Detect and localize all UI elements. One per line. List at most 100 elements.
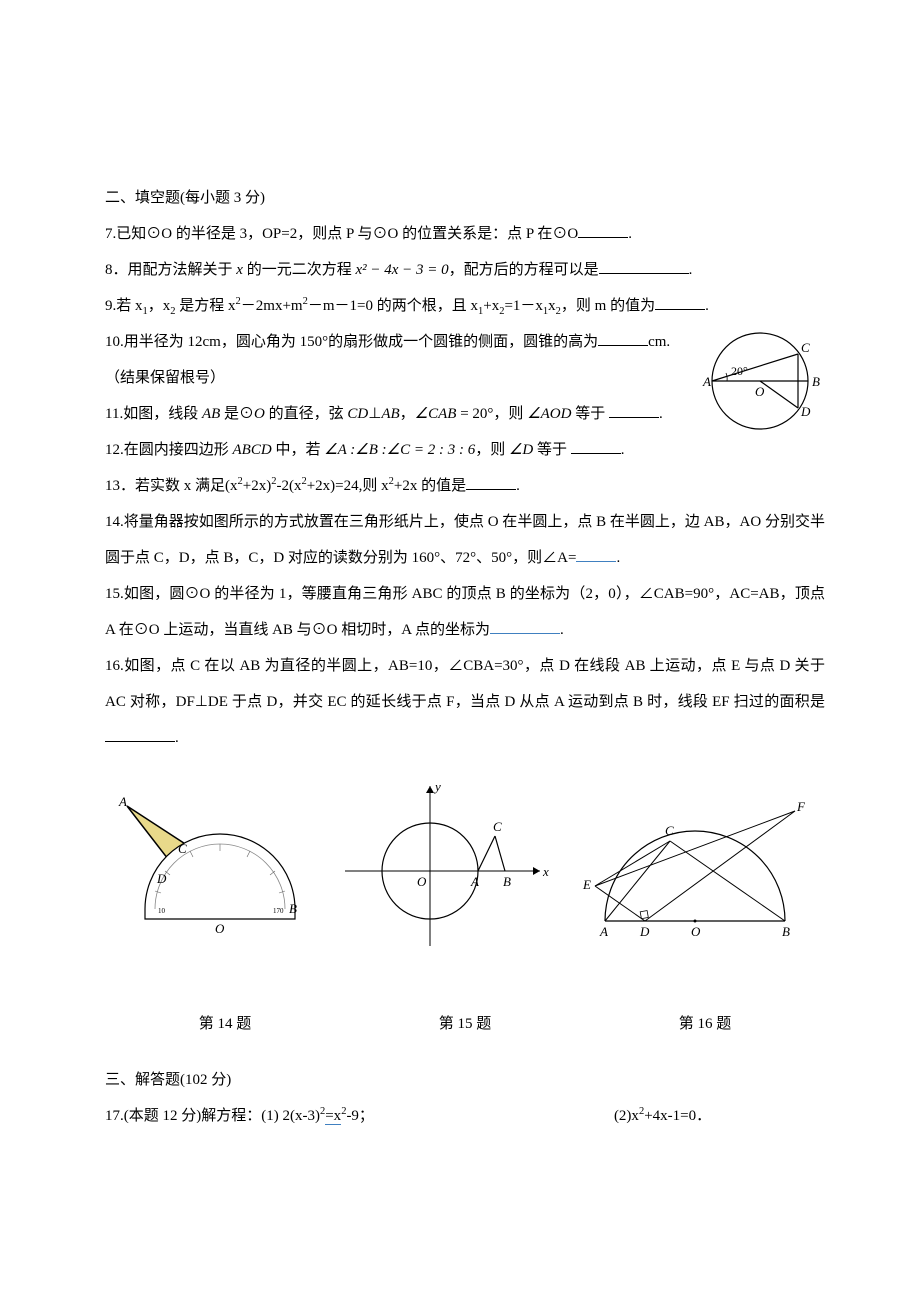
q12-blank: [571, 438, 621, 455]
protractor-figure-icon: 10 170 A B C D O: [105, 791, 315, 941]
q12-a: 12.在圆内接四边形: [105, 442, 233, 458]
question-15: 15.如图，圆⊙O 的半径为 1，等腰直角三角形 ABC 的顶点 B 的坐标为（…: [105, 576, 825, 648]
q12-angd: ∠D: [509, 442, 533, 458]
q9-d: －2mx+m: [241, 298, 303, 314]
f15-B: B: [503, 874, 511, 889]
q11-e: ，则: [493, 406, 527, 422]
question-13: 13．若实数 x 满足(x2+2x)2-2(x2+2x)=24,则 x2+2x …: [105, 468, 825, 504]
q11-o: O: [254, 406, 265, 422]
q7-text-b: .: [628, 226, 632, 242]
f16-D: D: [639, 924, 650, 939]
q17-e: +4x-1=0．: [644, 1108, 711, 1124]
q9-f: +x: [483, 298, 499, 314]
q8-text-d: .: [689, 262, 693, 278]
q10-blank: [598, 330, 648, 347]
q11-ab2: AB: [381, 406, 399, 422]
q9-e: －m－1=0 的两个根，且 x: [308, 298, 478, 314]
semicircle-figure-icon: A B C D E F O: [575, 791, 825, 941]
q12-d: 等于: [533, 442, 571, 458]
f15-A: A: [470, 874, 479, 889]
label-f15: 第 15 题: [439, 1006, 492, 1042]
q9-j: .: [705, 298, 709, 314]
q7-blank: [578, 222, 628, 239]
q13-d: +2x)=24,则 x: [307, 478, 389, 494]
q11-cd: CD: [347, 406, 368, 422]
question-17: 17.(本题 12 分)解方程：(1) 2(x-3)2=x2-9；(2)x2+4…: [105, 1098, 825, 1134]
q8-blank: [599, 258, 689, 275]
q8-eq: x² − 4x − 3 = 0: [355, 262, 448, 278]
q17-d: (2)x: [614, 1108, 639, 1124]
q12-e: .: [621, 442, 625, 458]
q14-blank: [576, 546, 616, 563]
f16-E: E: [582, 877, 591, 892]
q14-a: 14.将量角器按如图所示的方式放置在三角形纸片上，使点 O 在半圆上，点 B 在…: [105, 514, 825, 566]
figures-row: 10 170 A B C D O O A B C x y A B C: [105, 776, 825, 956]
q8-text-a: 8．用配方法解关于: [105, 262, 236, 278]
q11-b: 是⊙: [220, 406, 254, 422]
q15-blank: [490, 618, 560, 635]
q8-text-c: ，配方后的方程可以是: [449, 262, 599, 278]
q9-b: ，x: [148, 298, 171, 314]
q16-a: 16.如图，点 C 在以 AB 为直径的半圆上，AB=10，∠CBA=30°，点…: [105, 658, 825, 710]
q17-a: 17.(本题 12 分)解方程：(1) 2(x-3): [105, 1108, 320, 1124]
q11-g: .: [659, 406, 663, 422]
q11-d: ，: [400, 406, 415, 422]
f15-C: C: [493, 819, 502, 834]
q17-c: -9；: [346, 1108, 374, 1124]
f16-F: F: [796, 799, 806, 814]
f16-O: O: [691, 924, 701, 939]
f15-y: y: [433, 779, 441, 794]
svg-text:10: 10: [158, 907, 166, 915]
q16-blank: [105, 726, 175, 743]
q11-ang: ∠CAB: [415, 406, 457, 422]
q11-f: 等于: [571, 406, 609, 422]
question-10: 10.用半径为 12cm，圆心角为 150°的扇形做成一个圆锥的侧面，圆锥的高为…: [105, 324, 825, 360]
f16-A: A: [599, 924, 608, 939]
f14-A: A: [118, 794, 127, 809]
q15-a: 15.如图，圆⊙O 的半径为 1，等腰直角三角形 ABC 的顶点 B 的坐标为（…: [105, 586, 825, 638]
f14-C: C: [178, 841, 187, 856]
f14-D: D: [156, 871, 167, 886]
q13-f: .: [516, 478, 520, 494]
q13-e: +2x 的值是: [394, 478, 466, 494]
q11-a: 11.如图，线段: [105, 406, 202, 422]
q13-b: +2x): [243, 478, 271, 494]
q9-i: ，则 m 的值为: [561, 298, 655, 314]
q13-c: -2(x: [276, 478, 301, 494]
f14-B: B: [289, 901, 297, 916]
q10-a: 10.用半径为 12cm，圆心角为 150°的扇形做成一个圆锥的侧面，圆锥的高为: [105, 334, 598, 350]
q7-text-a: 7.已知⊙O 的半径是 3，OP=2，则点 P 与⊙O 的位置关系是：点 P 在…: [105, 226, 578, 242]
q11-ang2: ∠AOD: [527, 406, 571, 422]
figure-labels-row: 第 14 题 第 15 题 第 16 题: [105, 1006, 825, 1042]
f15-O: O: [417, 874, 427, 889]
question-12: 12.在圆内接四边形 ABCD 中，若 ∠A :∠B :∠C = 2 : 3 :…: [105, 432, 825, 468]
q10-b: cm.: [648, 334, 670, 350]
question-16: 16.如图，点 C 在以 AB 为直径的半圆上，AB=10，∠CBA=30°，点…: [105, 648, 825, 756]
solve-header-text: 三、解答题(102 分): [105, 1072, 231, 1088]
svg-text:170: 170: [273, 907, 284, 915]
q15-b: .: [560, 622, 564, 638]
q12-ratio: ∠A :∠B :∠C = 2 : 3 : 6: [324, 442, 475, 458]
label-f16: 第 16 题: [679, 1006, 732, 1042]
q9-g: =1－x: [504, 298, 542, 314]
f15-x: x: [542, 864, 549, 879]
q13-blank: [466, 474, 516, 491]
q12-abcd: ABCD: [233, 442, 272, 458]
f14-O: O: [215, 921, 225, 936]
q12-b: 中，若: [272, 442, 325, 458]
question-14: 14.将量角器按如图所示的方式放置在三角形纸片上，使点 O 在半圆上，点 B 在…: [105, 504, 825, 576]
section-solve-header: 三、解答题(102 分): [105, 1062, 825, 1098]
q17-b: =x: [325, 1108, 341, 1125]
question-8: 8．用配方法解关于 x 的一元二次方程 x² − 4x − 3 = 0，配方后的…: [105, 252, 825, 288]
coord-circle-figure-icon: O A B C x y: [335, 776, 555, 956]
q9-h: x: [548, 298, 556, 314]
q11-eq20: = 20°: [456, 406, 493, 422]
q9-blank: [655, 294, 705, 311]
q11-perp: ⊥: [368, 406, 381, 422]
q9-c: 是方程 x: [176, 298, 236, 314]
q8-var-x: x: [236, 262, 243, 278]
q10-c: （结果保留根号）: [105, 370, 225, 386]
question-11: 11.如图，线段 AB 是⊙O 的直径，弦 CD⊥AB，∠CAB = 20°，则…: [105, 396, 825, 432]
q12-c: ，则: [475, 442, 509, 458]
q11-c: 的直径，弦: [265, 406, 348, 422]
